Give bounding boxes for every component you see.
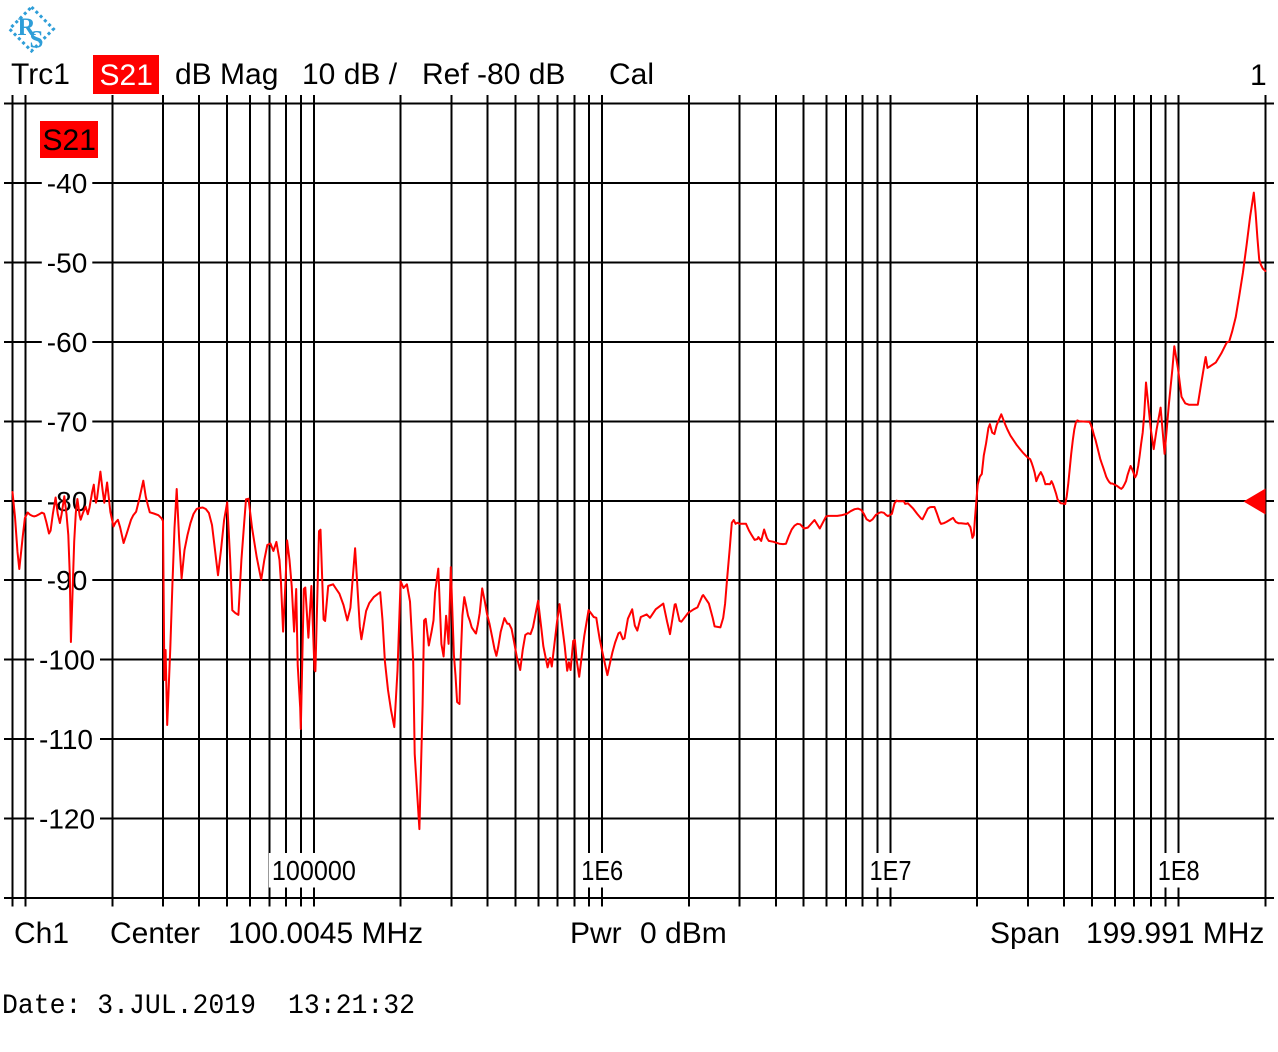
svg-text:-40: -40	[47, 168, 87, 199]
svg-text:-60: -60	[47, 327, 87, 358]
svg-text:Pwr: Pwr	[570, 917, 622, 950]
svg-text:199.991 MHz: 199.991 MHz	[1086, 917, 1264, 950]
svg-text:-100: -100	[39, 645, 95, 676]
svg-text:1E6: 1E6	[581, 855, 623, 886]
svg-text:100.0045 MHz: 100.0045 MHz	[228, 917, 423, 950]
svg-text:1E8: 1E8	[1158, 855, 1200, 886]
svg-text:-70: -70	[47, 406, 87, 437]
svg-text:-50: -50	[47, 247, 87, 278]
svg-text:Center: Center	[110, 917, 200, 950]
svg-text:1E7: 1E7	[870, 855, 912, 886]
svg-text:S: S	[30, 27, 44, 54]
svg-text:S21: S21	[100, 59, 153, 92]
svg-text:13:21:32: 13:21:32	[288, 991, 415, 1022]
svg-text:Ref -80 dB: Ref -80 dB	[422, 58, 565, 91]
svg-text:-110: -110	[39, 724, 93, 755]
svg-text:Trc1: Trc1	[11, 58, 70, 91]
svg-text:10 dB /: 10 dB /	[302, 58, 398, 91]
svg-text:Date: 3.JUL.2019: Date: 3.JUL.2019	[2, 991, 256, 1022]
svg-text:0 dBm: 0 dBm	[640, 917, 727, 950]
svg-text:Ch1: Ch1	[14, 917, 69, 950]
svg-text:dB Mag: dB Mag	[175, 58, 278, 91]
svg-text:Cal: Cal	[609, 58, 654, 91]
svg-text:R: R	[18, 14, 37, 41]
svg-text:1: 1	[1250, 59, 1267, 92]
svg-text:S21: S21	[43, 124, 96, 157]
svg-text:100000: 100000	[272, 855, 356, 886]
svg-text:Span: Span	[990, 917, 1060, 950]
svg-text:-120: -120	[39, 804, 95, 835]
svg-text:-90: -90	[47, 565, 87, 596]
